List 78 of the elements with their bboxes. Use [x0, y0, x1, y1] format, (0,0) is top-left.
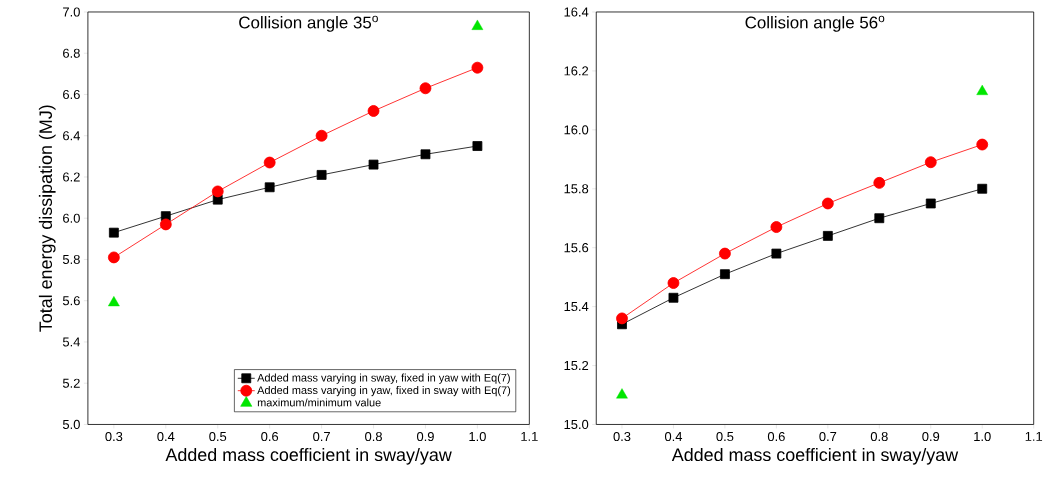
- y-tick-label: 5.6: [62, 295, 80, 306]
- x-tick-label: 0.5: [209, 431, 227, 441]
- point: [367, 104, 380, 117]
- point: [667, 276, 680, 289]
- y-tick-label: 15.2: [564, 360, 589, 370]
- point: [263, 156, 276, 169]
- y-tick-label: 5.4: [62, 337, 81, 347]
- point: [616, 388, 628, 399]
- point: [420, 149, 431, 160]
- x-tick-label: 0.8: [870, 431, 888, 441]
- y-tick-label: 15.6: [564, 242, 589, 253]
- x-tick-label: 0.9: [416, 431, 434, 441]
- point: [874, 213, 885, 223]
- point: [316, 169, 327, 180]
- point: [264, 182, 275, 193]
- x-tick-label: 0.3: [613, 431, 631, 441]
- y-tick-label: 15.8: [564, 184, 589, 194]
- y-tick-label: 15.4: [564, 301, 589, 311]
- x-tick-label: 0.4: [157, 431, 175, 441]
- x-tick-label: 1.1: [1025, 431, 1043, 441]
- legend-label: maximum/minimum value: [257, 398, 381, 407]
- point: [471, 61, 484, 74]
- point: [976, 84, 989, 95]
- point: [315, 129, 328, 142]
- y-tick-label: 7.0: [63, 7, 80, 17]
- x-tick-label: 1.0: [974, 431, 991, 441]
- y-tick-label: 5.0: [62, 419, 80, 429]
- chart-title: Collision angle 56$^{o}$: [745, 15, 885, 32]
- point: [668, 292, 679, 303]
- x-tick-label: 0.8: [365, 431, 382, 441]
- point: [616, 312, 628, 325]
- x-tick-label: 0.5: [716, 431, 734, 441]
- point: [368, 159, 379, 170]
- point: [976, 138, 989, 151]
- y-axis-title: Total energy dissipation (MJ): [38, 105, 56, 332]
- y-tick-label: 5.8: [62, 254, 80, 264]
- x-tick-label: 1.1: [521, 431, 538, 441]
- point: [419, 82, 432, 95]
- point: [471, 19, 484, 30]
- point: [821, 197, 834, 210]
- y-tick-label: 16.0: [564, 125, 589, 135]
- point: [822, 230, 833, 241]
- point: [211, 185, 224, 198]
- x-tick-label: 0.3: [105, 431, 123, 441]
- point: [108, 295, 120, 307]
- point: [107, 251, 120, 264]
- point: [924, 156, 937, 168]
- y-tick-label: 15.0: [564, 419, 589, 429]
- point: [472, 140, 483, 151]
- x-tick-label: 0.4: [664, 431, 683, 441]
- chart-title: Collision angle 35$^{o}$: [239, 15, 378, 32]
- point: [108, 227, 119, 238]
- point: [159, 218, 172, 231]
- y-tick-label: 6.0: [63, 213, 80, 223]
- x-tick-label: 1.0: [469, 431, 486, 441]
- point: [719, 247, 731, 260]
- y-tick-label: 6.6: [63, 89, 80, 99]
- point: [771, 248, 782, 259]
- y-tick-label: 6.2: [63, 172, 80, 182]
- point: [770, 220, 783, 233]
- y-tick-label: 5.2: [62, 378, 80, 388]
- point: [873, 176, 886, 189]
- legend-label: Added mass varying in sway, fixed in yaw with Eq(7): [257, 373, 510, 384]
- point: [720, 269, 730, 279]
- x-tick-label: 0.7: [313, 431, 330, 441]
- y-tick-label: 6.4: [63, 130, 81, 141]
- x-axis-title: Added mass coefficient in sway/yaw: [165, 447, 452, 465]
- y-tick-label: 16.2: [564, 66, 589, 76]
- point: [977, 183, 988, 194]
- point: [925, 198, 936, 209]
- x-axis-title: Added mass coefficient in sway/yaw: [671, 447, 959, 465]
- y-tick-label: 16.4: [564, 7, 589, 17]
- y-tick-label: 6.8: [63, 48, 80, 58]
- x-tick-label: 0.6: [261, 431, 279, 441]
- x-tick-label: 0.7: [819, 431, 837, 441]
- x-tick-label: 0.9: [922, 431, 940, 441]
- legend-label: Added mass varying in yaw, fixed in sway with Eq(7): [257, 385, 511, 396]
- x-tick-label: 0.6: [767, 431, 785, 441]
